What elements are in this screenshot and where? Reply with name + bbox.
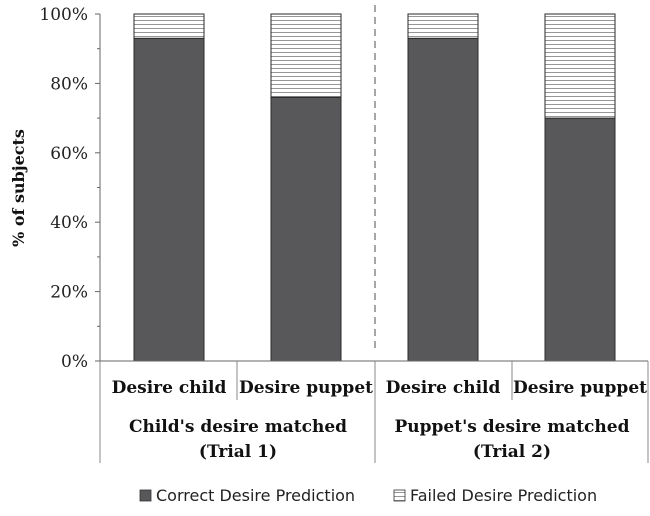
- group-label: Child's desire matched: [129, 417, 347, 437]
- y-tick-label: 60%: [50, 144, 88, 164]
- legend-label-correct: Correct Desire Prediction: [156, 486, 355, 505]
- legend-swatch-failed: [393, 489, 406, 502]
- category-label: Desire child: [386, 378, 501, 398]
- y-axis-label: % of subjects: [9, 129, 28, 247]
- bar-correct: [544, 117, 616, 362]
- bar-correct: [407, 37, 479, 362]
- y-tick-label: 40%: [50, 213, 88, 233]
- group-label: (Trial 1): [199, 442, 277, 462]
- y-tick-label: 0%: [61, 352, 88, 372]
- y-tick-label: 80%: [50, 74, 88, 94]
- bar-failed: [270, 13, 342, 98]
- legend: Correct Desire Prediction Failed Desire …: [139, 486, 597, 505]
- bar-failed: [133, 13, 205, 39]
- group-label: Puppet's desire matched: [395, 417, 630, 437]
- category-label: Desire puppet: [513, 378, 647, 398]
- category-label: Desire puppet: [239, 378, 373, 398]
- category-label: Desire child: [112, 378, 227, 398]
- bar-correct: [270, 96, 342, 362]
- group-label: (Trial 2): [473, 442, 551, 462]
- y-axis-ticks: 0% 20% 40% 60% 80% 100%: [39, 5, 100, 372]
- bar-failed: [407, 13, 479, 39]
- bar-failed: [544, 13, 616, 119]
- bars: [133, 13, 616, 362]
- bar-correct: [133, 37, 205, 362]
- legend-swatch-correct: [139, 489, 152, 502]
- legend-label-failed: Failed Desire Prediction: [410, 486, 597, 505]
- y-tick-label: 100%: [39, 5, 88, 25]
- y-tick-label: 20%: [50, 283, 88, 303]
